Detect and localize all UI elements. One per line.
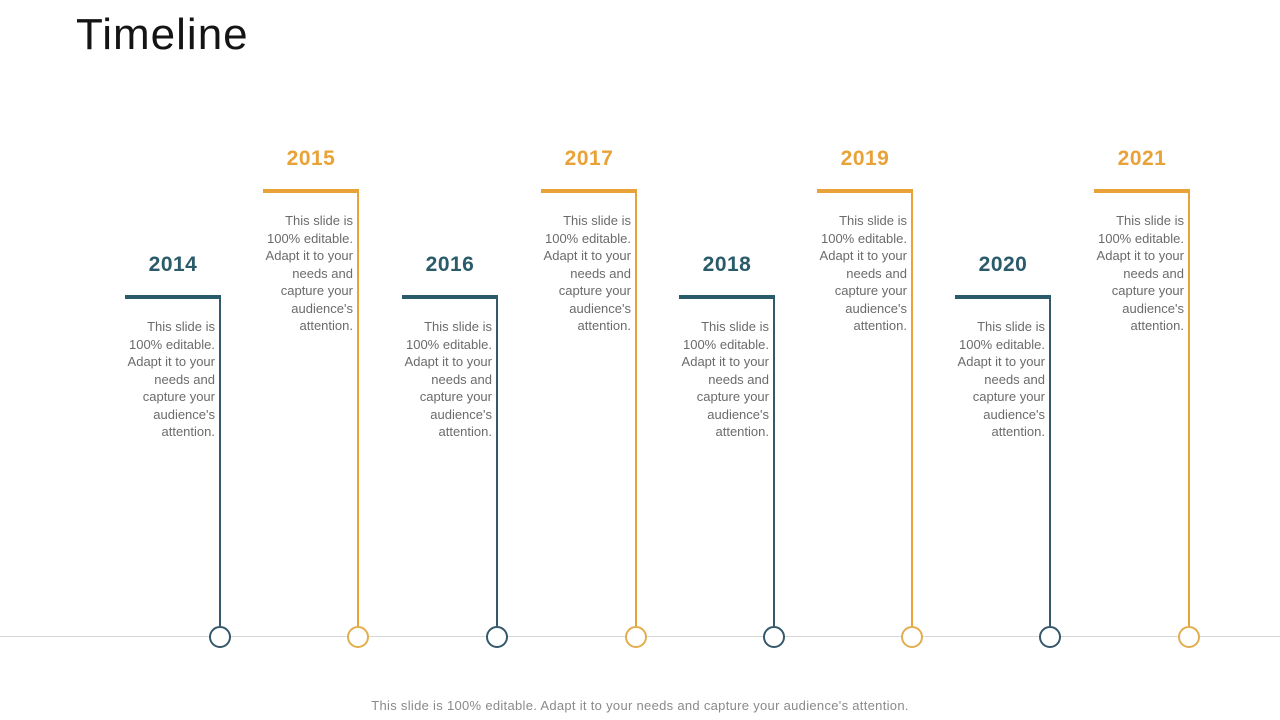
- connector-line: [219, 299, 221, 626]
- timeline-node-circle: [209, 626, 231, 648]
- year-label: 2020: [978, 253, 1028, 276]
- timeline-node-circle: [1039, 626, 1061, 648]
- item-description: This slide is 100% editable. Adapt it to…: [265, 213, 353, 333]
- year-underline-bar: [955, 295, 1051, 299]
- slide-title: Timeline: [76, 10, 249, 59]
- connector-line: [1188, 193, 1190, 626]
- timeline-item-2016: 2016 This slide is 100% editable. Adapt …: [402, 252, 498, 441]
- year-underline-bar: [679, 295, 775, 299]
- item-description: This slide is 100% editable. Adapt it to…: [681, 319, 769, 439]
- connector-line: [911, 193, 913, 626]
- year-underline-bar: [402, 295, 498, 299]
- year-underline-bar: [263, 189, 359, 193]
- connector-line: [357, 193, 359, 626]
- year-label: 2016: [425, 253, 475, 276]
- connector-line: [773, 299, 775, 626]
- timeline-node-circle: [625, 626, 647, 648]
- timeline-item-2014: 2014 This slide is 100% editable. Adapt …: [125, 252, 221, 441]
- year-label: 2017: [564, 147, 614, 170]
- timeline-node-circle: [763, 626, 785, 648]
- item-description: This slide is 100% editable. Adapt it to…: [543, 213, 631, 333]
- year-underline-bar: [1094, 189, 1190, 193]
- item-description: This slide is 100% editable. Adapt it to…: [404, 319, 492, 439]
- timeline-item-2020: 2020 This slide is 100% editable. Adapt …: [955, 252, 1051, 441]
- connector-line: [496, 299, 498, 626]
- timeline-item-2015: 2015 This slide is 100% editable. Adapt …: [263, 146, 359, 335]
- timeline-node-circle: [347, 626, 369, 648]
- timeline-item-2019: 2019 This slide is 100% editable. Adapt …: [817, 146, 913, 335]
- timeline-item-2021: 2021 This slide is 100% editable. Adapt …: [1094, 146, 1190, 335]
- timeline-node-circle: [486, 626, 508, 648]
- year-underline-bar: [125, 295, 221, 299]
- year-label: 2014: [148, 253, 198, 276]
- footer-note: This slide is 100% editable. Adapt it to…: [371, 698, 909, 713]
- item-description: This slide is 100% editable. Adapt it to…: [957, 319, 1045, 439]
- timeline-node-circle: [1178, 626, 1200, 648]
- year-label: 2018: [702, 253, 752, 276]
- item-description: This slide is 100% editable. Adapt it to…: [819, 213, 907, 333]
- connector-line: [635, 193, 637, 626]
- item-description: This slide is 100% editable. Adapt it to…: [127, 319, 215, 439]
- timeline-item-2018: 2018 This slide is 100% editable. Adapt …: [679, 252, 775, 441]
- timeline-item-2017: 2017 This slide is 100% editable. Adapt …: [541, 146, 637, 335]
- timeline-node-circle: [901, 626, 923, 648]
- year-label: 2021: [1117, 147, 1167, 170]
- year-label: 2015: [286, 147, 336, 170]
- year-underline-bar: [541, 189, 637, 193]
- year-underline-bar: [817, 189, 913, 193]
- connector-line: [1049, 299, 1051, 626]
- year-label: 2019: [840, 147, 890, 170]
- item-description: This slide is 100% editable. Adapt it to…: [1096, 213, 1184, 333]
